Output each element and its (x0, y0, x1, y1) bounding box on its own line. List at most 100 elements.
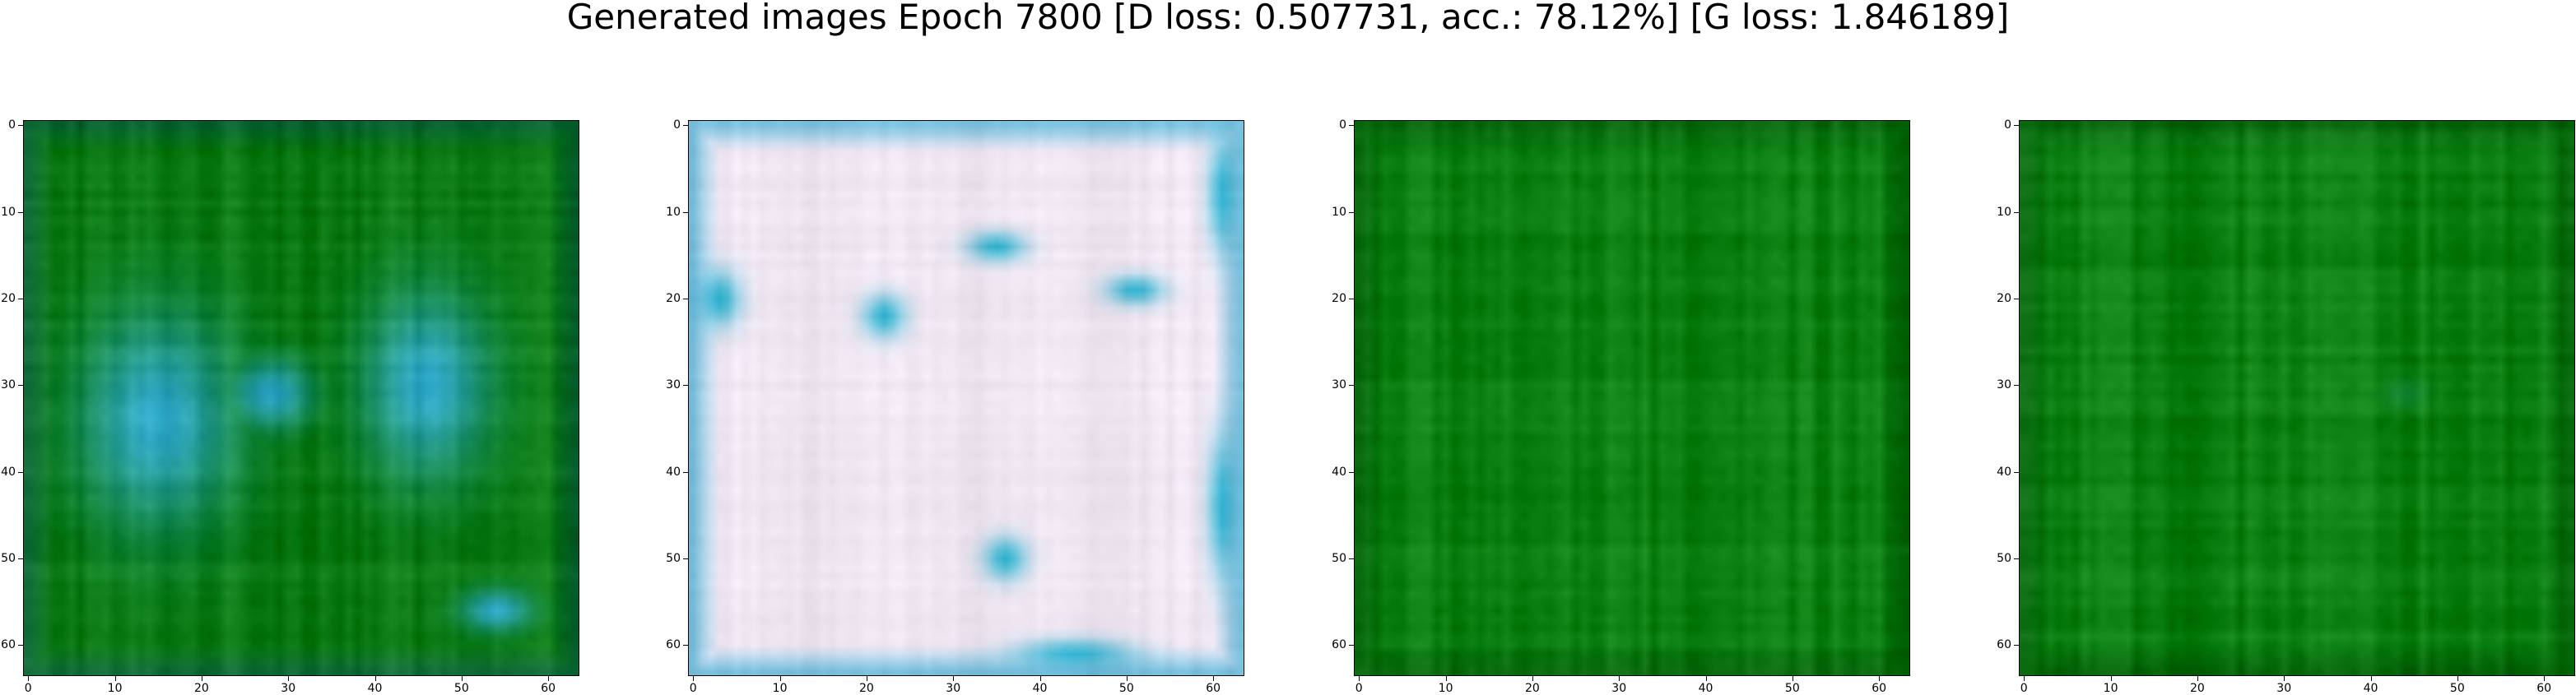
y-tick-label: 40 (1, 466, 16, 478)
y-tick-mark (2014, 472, 2019, 473)
x-tick-label: 60 (1201, 683, 1225, 694)
x-tick-mark (2024, 676, 2025, 681)
y-tick-label: 60 (666, 639, 681, 651)
x-tick-mark (1127, 676, 1128, 681)
x-tick-mark (2544, 676, 2545, 681)
x-tick-label: 0 (681, 683, 705, 694)
x-tick-label: 10 (2099, 683, 2123, 694)
y-tick-mark (2014, 385, 2019, 386)
y-tick-mark (18, 645, 23, 646)
y-tick-mark (683, 212, 688, 213)
x-tick-label: 30 (2271, 683, 2296, 694)
y-tick-label: 60 (1997, 639, 2011, 651)
x-tick-label: 20 (189, 683, 214, 694)
x-tick-mark (2111, 676, 2112, 681)
y-tick-mark (683, 472, 688, 473)
y-tick-label: 40 (666, 466, 681, 478)
generated-image-panel-3: 0 10 20 30 40 50 60 0 10 20 30 40 50 60 (1354, 120, 1910, 676)
x-tick-label: 40 (2359, 683, 2383, 694)
y-tick-mark (18, 212, 23, 213)
x-tick-mark (288, 676, 289, 681)
x-tick-label: 0 (2011, 683, 2036, 694)
x-tick-label: 20 (854, 683, 879, 694)
x-tick-label: 50 (1780, 683, 1805, 694)
x-tick-label: 60 (536, 683, 560, 694)
x-tick-mark (1040, 676, 1041, 681)
x-tick-mark (2371, 676, 2372, 681)
x-tick-label: 30 (276, 683, 300, 694)
x-tick-mark (1879, 676, 1880, 681)
y-tick-label: 50 (1997, 553, 2011, 564)
y-tick-label: 40 (1997, 466, 2011, 478)
x-tick-mark (2197, 676, 2198, 681)
y-tick-label: 20 (666, 293, 681, 304)
y-tick-mark (1349, 212, 1354, 213)
x-tick-mark (1446, 676, 1447, 681)
x-tick-label: 20 (2185, 683, 2210, 694)
x-tick-mark (780, 676, 781, 681)
x-tick-label: 40 (363, 683, 388, 694)
y-tick-label: 10 (1997, 206, 2011, 218)
y-tick-mark (1349, 645, 1354, 646)
y-tick-label: 30 (1332, 379, 1346, 391)
y-tick-mark (2014, 645, 2019, 646)
y-tick-label: 0 (666, 119, 681, 131)
y-tick-label: 0 (1, 119, 16, 131)
figure-title: Generated images Epoch 7800 [D loss: 0.5… (0, 0, 2576, 35)
y-tick-label: 10 (666, 206, 681, 218)
y-tick-mark (2014, 125, 2019, 126)
x-tick-label: 40 (1028, 683, 1053, 694)
y-tick-mark (2014, 212, 2019, 213)
y-tick-label: 10 (1332, 206, 1346, 218)
generated-image-1 (23, 120, 579, 676)
y-tick-mark (2014, 558, 2019, 559)
y-tick-label: 20 (1332, 293, 1346, 304)
y-tick-label: 10 (1, 206, 16, 218)
y-tick-label: 30 (666, 379, 681, 391)
y-tick-label: 0 (1997, 119, 2011, 131)
x-tick-label: 10 (103, 683, 128, 694)
generated-image-2 (688, 120, 1244, 676)
x-tick-mark (1706, 676, 1707, 681)
y-tick-label: 40 (1332, 466, 1346, 478)
y-tick-label: 30 (1, 379, 16, 391)
generated-image-panel-1: 0 10 20 30 40 50 60 0 10 20 30 40 50 60 (23, 120, 579, 676)
y-tick-mark (683, 125, 688, 126)
x-tick-mark (1619, 676, 1620, 681)
y-tick-label: 30 (1997, 379, 2011, 391)
y-tick-mark (1349, 125, 1354, 126)
x-tick-label: 0 (1346, 683, 1371, 694)
x-tick-mark (2284, 676, 2285, 681)
y-tick-mark (18, 472, 23, 473)
x-tick-label: 50 (449, 683, 474, 694)
x-tick-label: 50 (2445, 683, 2470, 694)
generated-image-panel-2: 0 10 20 30 40 50 60 0 10 20 30 40 50 60 (688, 120, 1244, 676)
x-tick-label: 10 (768, 683, 793, 694)
generated-image-3 (1354, 120, 1910, 676)
y-tick-mark (683, 558, 688, 559)
x-tick-mark (953, 676, 954, 681)
y-tick-label: 50 (666, 553, 681, 564)
x-tick-label: 30 (1607, 683, 1631, 694)
x-tick-mark (1532, 676, 1533, 681)
generated-image-panel-4: 0 10 20 30 40 50 60 0 10 20 30 40 50 60 (2019, 120, 2575, 676)
x-tick-mark (28, 676, 29, 681)
y-tick-mark (1349, 472, 1354, 473)
x-tick-label: 60 (2532, 683, 2556, 694)
y-tick-label: 50 (1332, 553, 1346, 564)
y-tick-mark (683, 645, 688, 646)
y-tick-mark (18, 125, 23, 126)
x-tick-mark (548, 676, 549, 681)
x-tick-label: 40 (1694, 683, 1718, 694)
y-tick-mark (1349, 558, 1354, 559)
generated-image-4 (2019, 120, 2575, 676)
x-tick-label: 30 (941, 683, 965, 694)
x-tick-mark (1359, 676, 1360, 681)
x-tick-label: 20 (1520, 683, 1545, 694)
y-tick-mark (18, 558, 23, 559)
x-tick-label: 10 (1434, 683, 1458, 694)
y-tick-mark (18, 385, 23, 386)
x-tick-mark (2457, 676, 2458, 681)
x-tick-mark (462, 676, 463, 681)
y-tick-label: 60 (1, 639, 16, 651)
